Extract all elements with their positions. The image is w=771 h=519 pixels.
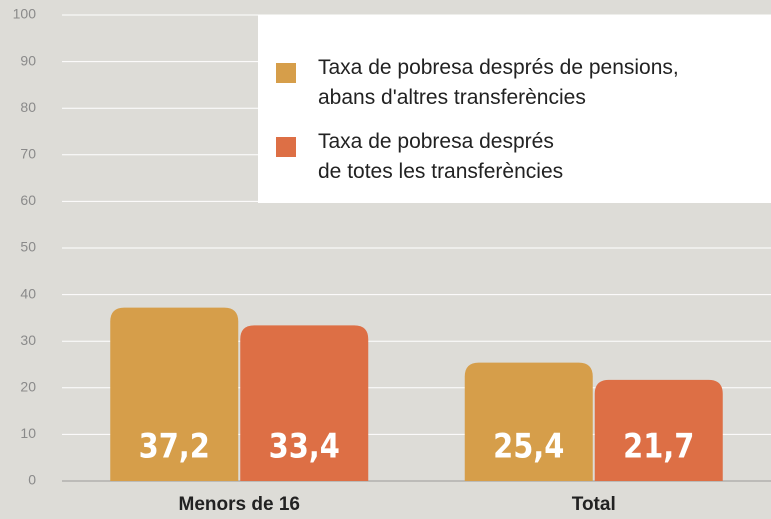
y-tick-label: 20 (20, 379, 36, 395)
y-tick-label: 40 (20, 285, 36, 301)
bar (240, 325, 369, 481)
y-tick-label: 70 (20, 146, 36, 162)
data-label: 37,2 (139, 428, 210, 467)
legend-label: Taxa de pobresa després de totes les tra… (318, 130, 564, 183)
y-tick-label: 80 (20, 99, 36, 115)
data-label: 25,4 (493, 428, 564, 467)
legend-label: Taxa de pobresa després de pensions, aba… (318, 56, 679, 109)
legend-swatch (276, 63, 296, 83)
bar (464, 362, 593, 481)
data-label: 33,4 (269, 428, 340, 467)
y-tick-label: 100 (13, 6, 37, 22)
y-tick-label: 60 (20, 192, 36, 208)
x-tick-label: Menors de 16 (179, 494, 300, 515)
bar (594, 379, 723, 481)
y-tick-label: 0 (28, 472, 36, 488)
legend-swatch (276, 137, 296, 157)
legend-item: Taxa de pobresa després de totes les tra… (276, 127, 771, 187)
x-tick-label: Total (572, 494, 616, 515)
y-tick-label: 50 (20, 239, 36, 255)
y-tick-label: 90 (20, 52, 36, 68)
legend-item: Taxa de pobresa després de pensions, aba… (276, 53, 771, 113)
legend: Taxa de pobresa després de pensions, aba… (258, 15, 771, 203)
y-tick-label: 10 (20, 425, 36, 441)
y-tick-label: 30 (20, 332, 36, 348)
bar (110, 307, 239, 481)
data-label: 21,7 (623, 428, 694, 467)
